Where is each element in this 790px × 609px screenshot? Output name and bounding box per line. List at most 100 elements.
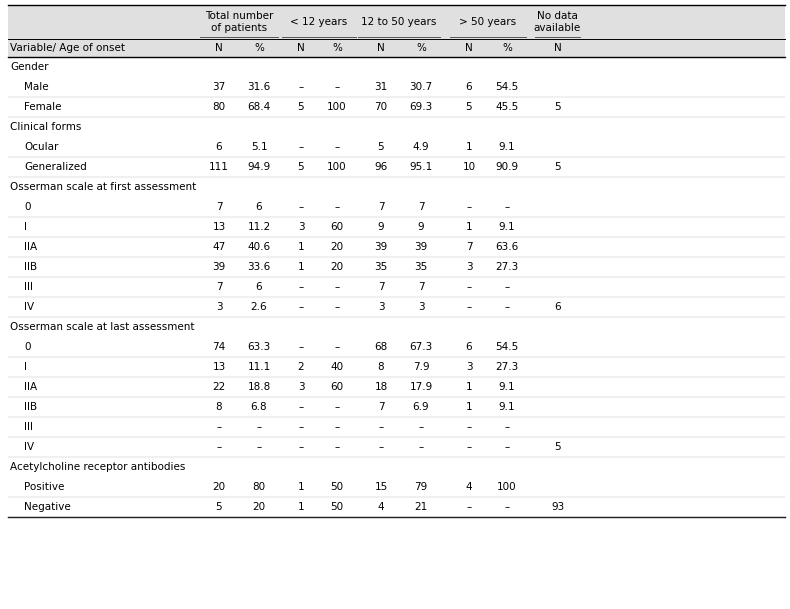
Text: 111: 111 xyxy=(209,162,229,172)
Text: 21: 21 xyxy=(415,502,427,512)
Text: 9.1: 9.1 xyxy=(498,402,515,412)
Text: IV: IV xyxy=(24,442,34,452)
Text: 3: 3 xyxy=(216,302,222,312)
Text: < 12 years: < 12 years xyxy=(291,17,348,27)
Text: 68.4: 68.4 xyxy=(247,102,271,112)
Text: 5: 5 xyxy=(465,102,472,112)
Text: 9: 9 xyxy=(378,222,384,232)
Text: N: N xyxy=(215,43,223,53)
Text: 39: 39 xyxy=(374,242,388,252)
Text: 93: 93 xyxy=(551,502,564,512)
Text: Ocular: Ocular xyxy=(24,142,58,152)
Text: 100: 100 xyxy=(327,102,347,112)
Text: 67.3: 67.3 xyxy=(409,342,433,352)
Text: IIB: IIB xyxy=(24,402,37,412)
Text: 9.1: 9.1 xyxy=(498,142,515,152)
Text: –: – xyxy=(334,402,340,412)
Text: 6: 6 xyxy=(256,202,262,212)
Text: 11.1: 11.1 xyxy=(247,362,271,372)
Text: 1: 1 xyxy=(298,242,304,252)
Text: 12 to 50 years: 12 to 50 years xyxy=(361,17,437,27)
Text: Variable/ Age of onset: Variable/ Age of onset xyxy=(10,43,125,53)
Text: 40.6: 40.6 xyxy=(247,242,270,252)
Text: 7: 7 xyxy=(465,242,472,252)
Text: Clinical forms: Clinical forms xyxy=(10,122,81,132)
Text: –: – xyxy=(299,82,303,92)
Text: 22: 22 xyxy=(213,382,226,392)
Text: 27.3: 27.3 xyxy=(495,362,518,372)
Text: %: % xyxy=(416,43,426,53)
Text: –: – xyxy=(299,442,303,452)
Text: –: – xyxy=(299,342,303,352)
Text: –: – xyxy=(504,502,510,512)
Text: –: – xyxy=(466,502,472,512)
Text: 15: 15 xyxy=(374,482,388,492)
Text: 79: 79 xyxy=(415,482,427,492)
Text: –: – xyxy=(504,422,510,432)
Text: Osserman scale at first assessment: Osserman scale at first assessment xyxy=(10,182,196,192)
Text: I: I xyxy=(24,222,27,232)
Text: 94.9: 94.9 xyxy=(247,162,271,172)
Text: 2.6: 2.6 xyxy=(250,302,267,312)
Text: –: – xyxy=(299,422,303,432)
Text: 5.1: 5.1 xyxy=(250,142,267,152)
Text: –: – xyxy=(299,202,303,212)
Text: 1: 1 xyxy=(298,482,304,492)
Text: 6: 6 xyxy=(465,342,472,352)
Text: 3: 3 xyxy=(298,382,304,392)
Text: 1: 1 xyxy=(298,502,304,512)
Text: 3: 3 xyxy=(465,362,472,372)
Text: III: III xyxy=(24,422,33,432)
Text: 31: 31 xyxy=(374,82,388,92)
Text: –: – xyxy=(466,202,472,212)
Text: –: – xyxy=(378,442,384,452)
Text: 74: 74 xyxy=(213,342,226,352)
Text: –: – xyxy=(419,442,423,452)
Text: –: – xyxy=(504,302,510,312)
Text: 1: 1 xyxy=(465,142,472,152)
Text: 6: 6 xyxy=(465,82,472,92)
Text: III: III xyxy=(24,282,33,292)
Text: –: – xyxy=(466,422,472,432)
Text: 69.3: 69.3 xyxy=(409,102,433,112)
Text: 1: 1 xyxy=(465,402,472,412)
Text: 20: 20 xyxy=(330,242,344,252)
Text: 0: 0 xyxy=(24,202,31,212)
Text: 10: 10 xyxy=(462,162,476,172)
Text: 3: 3 xyxy=(465,262,472,272)
Text: 4.9: 4.9 xyxy=(412,142,429,152)
Text: 6.8: 6.8 xyxy=(250,402,267,412)
Text: 37: 37 xyxy=(213,82,226,92)
Text: –: – xyxy=(378,422,384,432)
Text: N: N xyxy=(554,43,562,53)
Text: 100: 100 xyxy=(497,482,517,492)
Text: –: – xyxy=(299,142,303,152)
Text: –: – xyxy=(257,422,261,432)
Text: –: – xyxy=(299,282,303,292)
Text: 7: 7 xyxy=(378,402,384,412)
Text: 3: 3 xyxy=(418,302,424,312)
Text: 13: 13 xyxy=(213,222,226,232)
Text: –: – xyxy=(504,442,510,452)
Text: 80: 80 xyxy=(253,482,265,492)
Text: 9.1: 9.1 xyxy=(498,382,515,392)
Text: –: – xyxy=(504,282,510,292)
Text: 13: 13 xyxy=(213,362,226,372)
Text: –: – xyxy=(216,422,222,432)
Text: 33.6: 33.6 xyxy=(247,262,271,272)
Text: Gender: Gender xyxy=(10,62,48,72)
Text: Osserman scale at last assessment: Osserman scale at last assessment xyxy=(10,322,194,332)
Text: 39: 39 xyxy=(415,242,427,252)
Text: No data
available: No data available xyxy=(534,11,581,33)
Text: –: – xyxy=(334,302,340,312)
Text: 63.3: 63.3 xyxy=(247,342,271,352)
Text: 68: 68 xyxy=(374,342,388,352)
Text: –: – xyxy=(334,202,340,212)
Text: 1: 1 xyxy=(465,222,472,232)
Text: 4: 4 xyxy=(465,482,472,492)
Text: 20: 20 xyxy=(330,262,344,272)
Text: IIA: IIA xyxy=(24,382,37,392)
Text: 31.6: 31.6 xyxy=(247,82,271,92)
Text: I: I xyxy=(24,362,27,372)
Text: 3: 3 xyxy=(378,302,384,312)
